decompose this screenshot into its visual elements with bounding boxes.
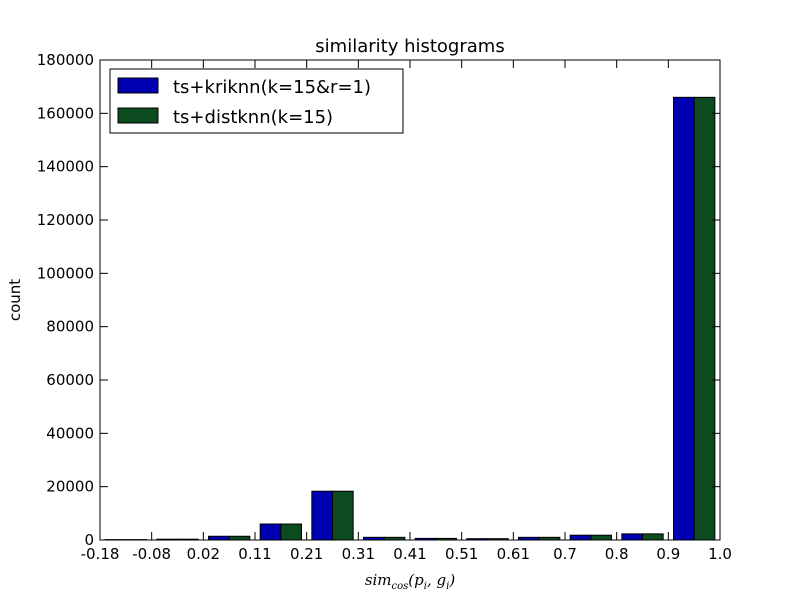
legend-frame <box>109 68 404 134</box>
legend-label-distknn: ts+distknn(k=15) <box>173 107 333 128</box>
x-tick-label-10: 0.8 <box>605 545 629 563</box>
x-axis-label-sub: cos <box>392 581 409 592</box>
y-tick-label-8: 160000 <box>37 104 94 122</box>
y-tick-label-2: 40000 <box>46 424 94 442</box>
x-tick-label-9: 0.7 <box>553 545 577 563</box>
x-axis-label-main: sim <box>365 571 392 589</box>
x-axis-ticks: -0.18 -0.08 0.02 0.11 0.21 0.31 0.41 0.51 0.61 0.… <box>81 60 732 563</box>
x-tick-label-4: 0.21 <box>290 545 323 563</box>
x-tick-label-6: 0.41 <box>393 545 426 563</box>
x-axis-label-arg2-sub: i <box>446 581 449 592</box>
bar-s1-b11 <box>693 96 716 541</box>
x-tick-label-1: -0.08 <box>132 545 171 563</box>
y-tick-label-6: 120000 <box>37 211 94 229</box>
y-tick-label-3: 60000 <box>46 371 94 389</box>
y-axis-ticks: 0 20000 40000 60000 80000 100000 120000 140000 1… <box>37 51 720 549</box>
bar-s1-b10 <box>642 533 664 541</box>
bar-s1-b4 <box>332 490 354 541</box>
chart-title: similarity histograms <box>315 36 504 57</box>
x-tick-label-12: 1.0 <box>708 545 732 563</box>
bars-group <box>104 96 716 541</box>
y-axis-label: count <box>6 279 24 321</box>
x-axis-label-comma: , g <box>427 571 446 589</box>
x-tick-label-5: 0.31 <box>342 545 375 563</box>
legend: ts+kriknn(k=15&r=1) ts+distknn(k=15) <box>109 68 404 134</box>
bar-s0-b3 <box>259 523 282 541</box>
legend-swatch-distknn <box>117 107 159 124</box>
x-axis-label: simcos(pi, gi) <box>365 571 456 592</box>
x-tick-label-0: -0.18 <box>81 545 120 563</box>
legend-label-kriknn: ts+kriknn(k=15&r=1) <box>173 77 371 98</box>
y-tick-label-5: 100000 <box>37 264 94 282</box>
bar-s1-b9 <box>590 534 613 541</box>
bar-s0-b4 <box>311 490 333 541</box>
x-tick-label-11: 0.9 <box>656 545 680 563</box>
x-axis-label-arg1-sub: i <box>424 581 427 592</box>
x-tick-label-2: 0.02 <box>187 545 220 563</box>
y-tick-label-4: 80000 <box>46 318 94 336</box>
bar-s0-b11 <box>673 96 695 541</box>
x-axis-label-args-close: ) <box>448 571 455 589</box>
x-axis-label-args-open: (p <box>408 571 424 589</box>
bar-s0-b9 <box>569 534 592 541</box>
legend-swatch-kriknn <box>117 77 159 94</box>
bar-s0-b10 <box>621 533 644 541</box>
y-tick-label-7: 140000 <box>37 158 94 176</box>
y-tick-label-0: 0 <box>84 531 94 549</box>
bar-s1-b3 <box>280 523 302 541</box>
x-tick-label-8: 0.61 <box>497 545 530 563</box>
bar-s1-b2 <box>228 535 251 541</box>
y-tick-label-9: 180000 <box>37 51 94 69</box>
y-tick-label-1: 20000 <box>46 478 94 496</box>
x-tick-label-7: 0.51 <box>445 545 478 563</box>
x-tick-label-3: 0.11 <box>238 545 271 563</box>
bar-s0-b2 <box>208 535 230 541</box>
